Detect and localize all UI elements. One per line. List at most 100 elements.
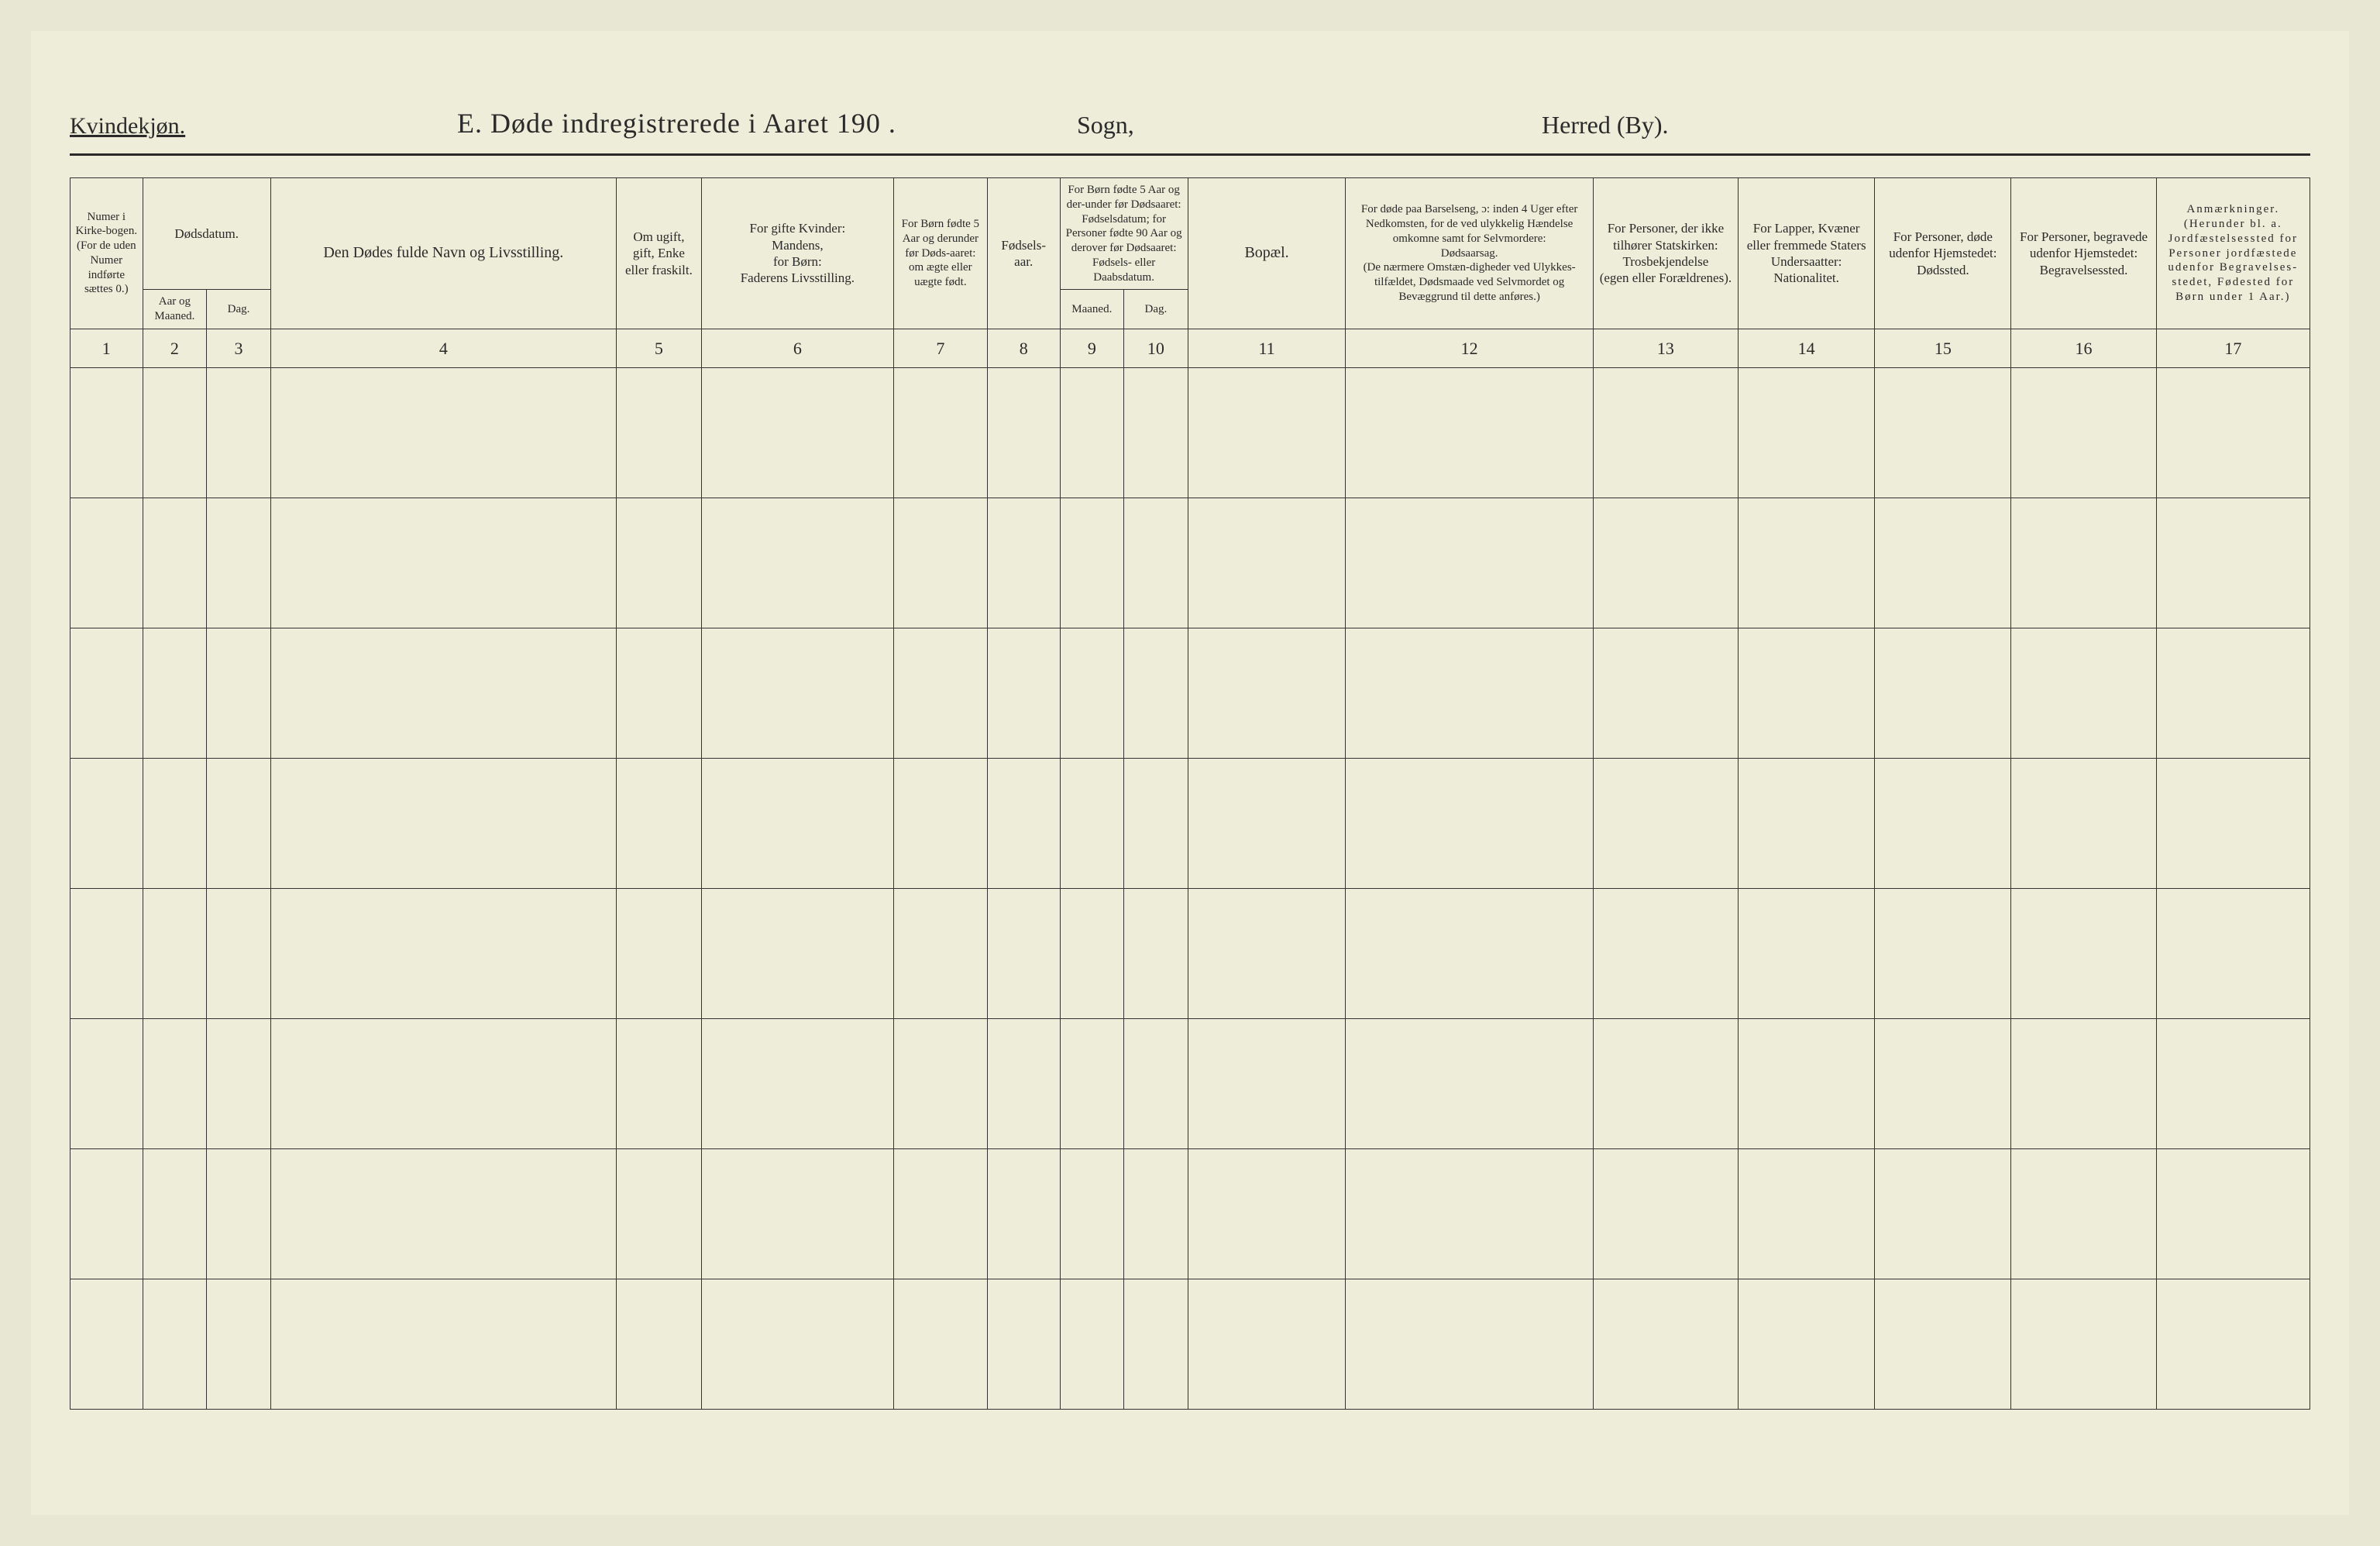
- table-cell: [1739, 1279, 1875, 1409]
- table-cell: [2011, 498, 2156, 628]
- table-cell: [71, 758, 143, 888]
- table-cell: [1188, 888, 1346, 1018]
- table-cell: [616, 1279, 701, 1409]
- table-cell: [2156, 628, 2309, 758]
- col-3-header-sub: Dag.: [207, 290, 271, 329]
- table-cell: [1875, 1148, 2011, 1279]
- herred-label: Herred (By).: [1542, 111, 2310, 139]
- table-cell: [987, 367, 1060, 498]
- col-14-header: For Lapper, Kvæner eller fremmede Stater…: [1739, 178, 1875, 329]
- table-cell: [2156, 498, 2309, 628]
- col-number-3: 3: [207, 329, 271, 367]
- table-cell: [1346, 1018, 1593, 1148]
- table-row: [71, 628, 2310, 758]
- table-cell: [1124, 758, 1188, 888]
- table-cell: [143, 498, 207, 628]
- table-cell: [270, 498, 616, 628]
- table-cell: [1060, 888, 1124, 1018]
- col-12-header: For døde paa Barselseng, ɔ: inden 4 Uger…: [1346, 178, 1593, 329]
- table-cell: [1060, 628, 1124, 758]
- table-cell: [1593, 1279, 1738, 1409]
- col-5-header: Om ugift, gift, Enke eller fraskilt.: [616, 178, 701, 329]
- col-number-16: 16: [2011, 329, 2156, 367]
- col-6-header: For gifte Kvinder: Mandens, for Børn: Fa…: [701, 178, 893, 329]
- table-cell: [1060, 498, 1124, 628]
- table-cell: [2156, 758, 2309, 888]
- col-number-15: 15: [1875, 329, 2011, 367]
- table-cell: [893, 888, 987, 1018]
- page-title: E. Døde indregistrerede i Aaret 190 .: [457, 107, 1077, 139]
- table-cell: [701, 1018, 893, 1148]
- table-cell: [616, 1148, 701, 1279]
- col-11-header: Bopæl.: [1188, 178, 1346, 329]
- table-cell: [1875, 1018, 2011, 1148]
- table-cell: [2011, 1148, 2156, 1279]
- table-cell: [1593, 628, 1738, 758]
- table-cell: [987, 498, 1060, 628]
- table-cell: [893, 1279, 987, 1409]
- table-cell: [270, 367, 616, 498]
- register-table: Numer i Kirke-bogen. (For de uden Numer …: [70, 177, 2310, 1410]
- table-cell: [987, 758, 1060, 888]
- gender-corner-label: Kvindekjøn.: [70, 113, 457, 139]
- table-cell: [207, 888, 271, 1018]
- table-cell: [143, 1148, 207, 1279]
- table-cell: [1346, 1279, 1593, 1409]
- table-cell: [2011, 888, 2156, 1018]
- table-cell: [143, 628, 207, 758]
- table-cell: [1593, 758, 1738, 888]
- table-cell: [616, 367, 701, 498]
- col-number-2: 2: [143, 329, 207, 367]
- table-cell: [893, 1018, 987, 1148]
- table-cell: [1188, 1018, 1346, 1148]
- table-row: [71, 1018, 2310, 1148]
- table-cell: [2156, 888, 2309, 1018]
- table-cell: [1875, 628, 2011, 758]
- table-cell: [207, 758, 271, 888]
- table-cell: [1593, 1148, 1738, 1279]
- table-cell: [143, 758, 207, 888]
- table-cell: [2156, 367, 2309, 498]
- table-cell: [270, 1018, 616, 1148]
- table-cell: [1188, 758, 1346, 888]
- table-cell: [616, 628, 701, 758]
- col-7-header: For Børn fødte 5 Aar og derunder før Død…: [893, 178, 987, 329]
- table-row: [71, 888, 2310, 1018]
- table-cell: [1875, 888, 2011, 1018]
- table-cell: [71, 628, 143, 758]
- table-cell: [1875, 758, 2011, 888]
- table-cell: [1124, 888, 1188, 1018]
- col-number-6: 6: [701, 329, 893, 367]
- table-cell: [270, 1148, 616, 1279]
- table-row: [71, 1148, 2310, 1279]
- table-cell: [2156, 1148, 2309, 1279]
- table-cell: [143, 1279, 207, 1409]
- table-cell: [701, 367, 893, 498]
- table-cell: [1060, 1148, 1124, 1279]
- table-cell: [701, 628, 893, 758]
- table-cell: [1875, 1279, 2011, 1409]
- table-cell: [1593, 498, 1738, 628]
- table-cell: [207, 1018, 271, 1148]
- table-cell: [1739, 498, 1875, 628]
- col-13-header: For Personer, der ikke tilhører Statskir…: [1593, 178, 1738, 329]
- table-cell: [701, 498, 893, 628]
- table-cell: [1188, 628, 1346, 758]
- col-1-header: Numer i Kirke-bogen. (For de uden Numer …: [71, 178, 143, 329]
- table-cell: [207, 1279, 271, 1409]
- col-number-9: 9: [1060, 329, 1124, 367]
- table-cell: [71, 1148, 143, 1279]
- table-cell: [270, 628, 616, 758]
- table-cell: [207, 628, 271, 758]
- table-cell: [893, 758, 987, 888]
- sogn-label: Sogn,: [1077, 111, 1542, 139]
- table-cell: [1060, 1018, 1124, 1148]
- col-10-header-sub: Dag.: [1124, 290, 1188, 329]
- table-cell: [616, 758, 701, 888]
- table-cell: [71, 888, 143, 1018]
- table-cell: [1739, 367, 1875, 498]
- table-cell: [1124, 1148, 1188, 1279]
- table-cell: [1739, 758, 1875, 888]
- table-cell: [207, 1148, 271, 1279]
- table-cell: [1739, 628, 1875, 758]
